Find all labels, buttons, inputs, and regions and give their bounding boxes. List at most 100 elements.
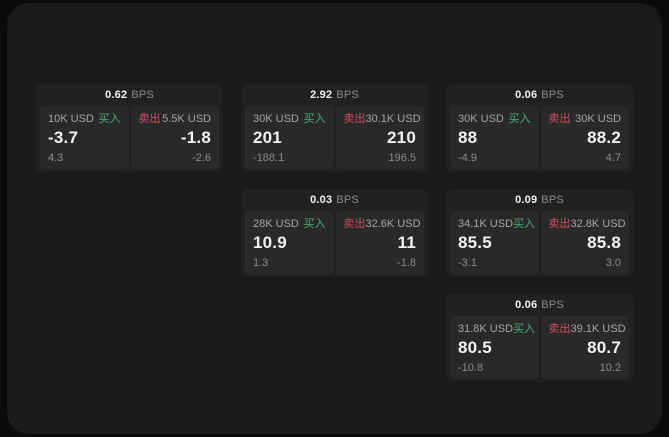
sell-sub-value: 196.5 — [388, 152, 416, 164]
buy-tile-header: 34.1K USD 买入 — [458, 218, 535, 230]
buy-sub-value: -188.1 — [253, 152, 285, 164]
sell-price-value: -1.8 — [180, 128, 211, 147]
sell-size-label: 30.1K USD — [365, 113, 421, 125]
sell-tile-header: 卖出 30.1K USD — [343, 113, 421, 125]
buy-side-badge: 买入 — [513, 323, 536, 335]
sell-quote-tile[interactable]: 卖出 30.1K USD 210 196.5 — [335, 106, 424, 169]
bps-value: 0.06 — [515, 89, 538, 101]
sell-sub-value: 10.2 — [599, 362, 621, 374]
sell-size-label: 5.5K USD — [162, 113, 211, 125]
quote-card[interactable]: 2.92 BPS 30K USD 买入 201 -188.1 卖出 30.1K … — [241, 84, 428, 172]
buy-size-label: 28K USD — [253, 218, 299, 230]
sell-side-badge: 卖出 — [343, 113, 366, 125]
sell-quote-tile[interactable]: 卖出 30K USD 88.2 4.7 — [540, 106, 629, 169]
buy-size-label: 31.8K USD — [458, 323, 514, 335]
buy-side-badge: 买入 — [303, 218, 326, 230]
sell-tile-header: 卖出 39.1K USD — [549, 323, 626, 335]
card-header: 0.06 BPS — [446, 84, 633, 106]
sell-sub-value: 3.0 — [605, 257, 621, 269]
buy-quote-tile[interactable]: 28K USD 买入 10.9 1.3 — [245, 211, 334, 274]
card-body: 28K USD 买入 10.9 1.3 卖出 32.6K USD 11 -1.8 — [241, 211, 428, 277]
buy-quote-tile[interactable]: 30K USD 买入 88 -4.9 — [450, 106, 539, 169]
quote-cards-grid: 0.62 BPS 10K USD 买入 -3.7 4.3 卖出 5.5K USD… — [36, 84, 633, 382]
sell-quote-tile[interactable]: 卖出 32.8K USD 85.8 3.0 — [540, 211, 629, 274]
buy-tile-header: 10K USD 买入 — [48, 113, 121, 125]
sell-price-value: 85.8 — [587, 233, 621, 252]
card-body: 34.1K USD 买入 85.5 -3.1 卖出 32.8K USD 85.8… — [446, 211, 633, 277]
bps-suffix-label: BPS — [336, 194, 359, 206]
quote-card[interactable]: 0.03 BPS 28K USD 买入 10.9 1.3 卖出 32.6K US… — [241, 189, 428, 277]
sell-quote-tile[interactable]: 卖出 5.5K USD -1.8 -2.6 — [130, 106, 219, 169]
buy-sub-value: 4.3 — [48, 152, 64, 164]
buy-quote-tile[interactable]: 31.8K USD 买入 80.5 -10.8 — [450, 316, 539, 379]
buy-price-value: 201 — [253, 128, 282, 147]
sell-quote-tile[interactable]: 卖出 32.6K USD 11 -1.8 — [335, 211, 424, 274]
quote-card[interactable]: 0.09 BPS 34.1K USD 买入 85.5 -3.1 卖出 32.8K… — [446, 189, 633, 277]
card-header: 0.06 BPS — [446, 294, 633, 316]
sell-size-label: 30K USD — [575, 113, 621, 125]
buy-size-label: 30K USD — [253, 113, 299, 125]
buy-quote-tile[interactable]: 30K USD 买入 201 -188.1 — [245, 106, 334, 169]
buy-quote-tile[interactable]: 34.1K USD 买入 85.5 -3.1 — [450, 211, 539, 274]
sell-sub-value: 4.7 — [605, 152, 621, 164]
sell-sub-value: -1.8 — [397, 257, 416, 269]
card-header: 0.09 BPS — [446, 189, 633, 211]
card-body: 31.8K USD 买入 80.5 -10.8 卖出 39.1K USD 80.… — [446, 316, 633, 382]
card-body: 10K USD 买入 -3.7 4.3 卖出 5.5K USD -1.8 -2.… — [36, 106, 223, 172]
sell-tile-header: 卖出 32.8K USD — [548, 218, 626, 230]
sell-size-label: 32.8K USD — [570, 218, 626, 230]
bps-value: 2.92 — [310, 89, 333, 101]
buy-tile-header: 30K USD 买入 — [253, 113, 326, 125]
sell-sub-value: -2.6 — [192, 152, 211, 164]
sell-price-value: 11 — [397, 233, 416, 252]
bps-suffix-label: BPS — [336, 89, 359, 101]
buy-price-value: -3.7 — [48, 128, 79, 147]
bps-value: 0.03 — [310, 194, 333, 206]
buy-price-value: 88 — [458, 128, 478, 147]
sell-side-badge: 卖出 — [343, 218, 366, 230]
buy-size-label: 10K USD — [48, 113, 94, 125]
card-body: 30K USD 买入 88 -4.9 卖出 30K USD 88.2 4.7 — [446, 106, 633, 172]
sell-side-badge: 卖出 — [548, 218, 571, 230]
card-body: 30K USD 买入 201 -188.1 卖出 30.1K USD 210 1… — [241, 106, 428, 172]
buy-size-label: 34.1K USD — [458, 218, 514, 230]
bps-suffix-label: BPS — [131, 89, 154, 101]
buy-sub-value: -4.9 — [458, 152, 477, 164]
sell-size-label: 39.1K USD — [570, 323, 626, 335]
card-header: 0.62 BPS — [36, 84, 223, 106]
buy-side-badge: 买入 — [303, 113, 326, 125]
buy-sub-value: 1.3 — [253, 257, 269, 269]
sell-price-value: 88.2 — [587, 128, 621, 147]
buy-side-badge: 买入 — [98, 113, 121, 125]
card-header: 0.03 BPS — [241, 189, 428, 211]
buy-tile-header: 28K USD 买入 — [253, 218, 326, 230]
buy-side-badge: 买入 — [508, 113, 531, 125]
buy-price-value: 80.5 — [458, 338, 492, 357]
bps-value: 0.09 — [515, 194, 538, 206]
sell-tile-header: 卖出 5.5K USD — [139, 113, 212, 125]
buy-price-value: 10.9 — [253, 233, 287, 252]
bps-suffix-label: BPS — [541, 194, 564, 206]
card-header: 2.92 BPS — [241, 84, 428, 106]
sell-side-badge: 卖出 — [548, 113, 571, 125]
quotes-panel: 0.62 BPS 10K USD 买入 -3.7 4.3 卖出 5.5K USD… — [7, 3, 662, 434]
bps-value: 0.06 — [515, 299, 538, 311]
buy-sub-value: -3.1 — [458, 257, 477, 269]
sell-price-value: 80.7 — [587, 338, 621, 357]
quote-card[interactable]: 0.06 BPS 30K USD 买入 88 -4.9 卖出 30K USD 8… — [446, 84, 633, 172]
bps-value: 0.62 — [105, 89, 128, 101]
sell-tile-header: 卖出 32.6K USD — [343, 218, 421, 230]
buy-size-label: 30K USD — [458, 113, 504, 125]
sell-quote-tile[interactable]: 卖出 39.1K USD 80.7 10.2 — [540, 316, 629, 379]
sell-side-badge: 卖出 — [138, 113, 161, 125]
buy-tile-header: 30K USD 买入 — [458, 113, 531, 125]
buy-sub-value: -10.8 — [458, 362, 484, 374]
sell-size-label: 32.6K USD — [365, 218, 421, 230]
quote-card[interactable]: 0.62 BPS 10K USD 买入 -3.7 4.3 卖出 5.5K USD… — [36, 84, 223, 172]
quote-card[interactable]: 0.06 BPS 31.8K USD 买入 80.5 -10.8 卖出 39.1… — [446, 294, 633, 382]
sell-tile-header: 卖出 30K USD — [549, 113, 622, 125]
buy-side-badge: 买入 — [513, 218, 536, 230]
buy-quote-tile[interactable]: 10K USD 买入 -3.7 4.3 — [40, 106, 129, 169]
buy-tile-header: 31.8K USD 买入 — [458, 323, 535, 335]
